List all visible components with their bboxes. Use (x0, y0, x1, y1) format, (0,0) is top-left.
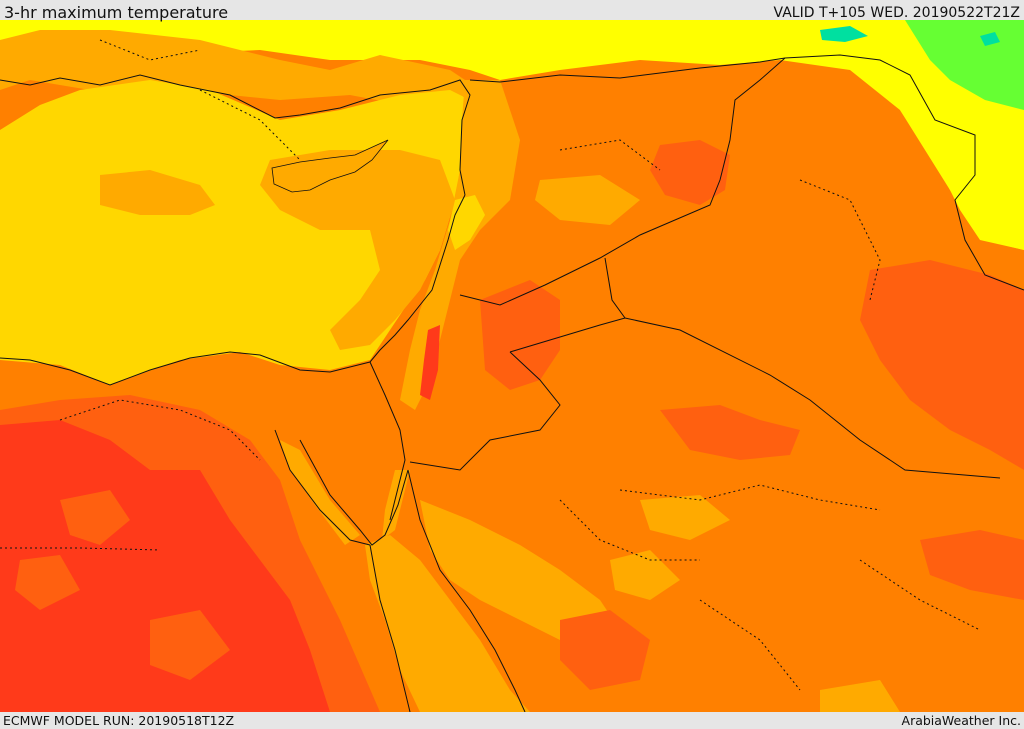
map-title: 3-hr maximum temperature (4, 3, 229, 22)
ne-coolest-spot-1 (820, 26, 868, 42)
header-bar: 3-hr maximum temperature VALID T+105 WED… (0, 0, 1024, 22)
syria-hot-zone (650, 140, 730, 205)
egypt-hotter-patch-1 (60, 490, 130, 545)
syria-iraq-border (459, 57, 786, 306)
red-sea-east-coast (407, 469, 526, 712)
saudi-warm-band (420, 500, 620, 650)
model-run-label: ECMWF MODEL RUN: 20190518T12Z (3, 713, 235, 728)
political-borders (369, 54, 1024, 521)
iraq-hot-zone (860, 260, 1024, 470)
red-sea (365, 535, 530, 712)
east-saudi-hot-patch (920, 530, 1024, 600)
jordan-east-border (409, 351, 561, 471)
anatolia-coast (0, 74, 471, 196)
province-line-2 (799, 179, 881, 301)
province-line-8 (859, 559, 981, 631)
province-line-4 (559, 499, 700, 561)
gulf-of-suez (280, 440, 360, 545)
saudi-warm-patch-3 (820, 680, 900, 712)
province-line-6 (0, 547, 161, 551)
jordan-saudi-border (509, 317, 1001, 479)
province-line-1 (559, 139, 661, 171)
iraq-iran-border (784, 54, 1024, 291)
saudi-hot-patch (560, 610, 650, 690)
ne-yellow-fringe (900, 110, 1024, 250)
central-hot-zone (660, 405, 800, 460)
saudi-warm-patch-1 (640, 495, 730, 540)
coastlines (0, 74, 526, 712)
jordan-hot-zone (480, 280, 560, 390)
red-sea-west-coast (369, 544, 411, 712)
egypt-hotter-patch-3 (150, 610, 230, 680)
turkey-syria-border (469, 57, 786, 83)
ne-coolest-spot-2 (980, 32, 1000, 46)
syria-jordan-border (604, 257, 626, 319)
egypt-hotter-patch-2 (15, 555, 80, 610)
temperature-map-svg (0, 20, 1024, 712)
suez-west-coast (274, 429, 371, 546)
sea-warm-patch-west (100, 170, 215, 215)
saudi-warm-patch-2 (610, 550, 680, 600)
sinai-border (369, 361, 406, 521)
valid-time: VALID T+105 WED. 20190522T21Z (773, 5, 1020, 21)
levant-coastline (369, 194, 466, 363)
dead-sea-rift-hot (420, 325, 440, 400)
lebanon-mountains-cool (448, 195, 485, 250)
cyprus-island (271, 139, 389, 193)
credit-label: ArabiaWeather Inc. (901, 713, 1021, 728)
temperature-map (0, 20, 1024, 712)
sinai-coast (299, 439, 409, 546)
iraq-warm-patch (535, 175, 640, 225)
sea-warm-patch-east (260, 150, 455, 350)
footer-bar: ECMWF MODEL RUN: 20190518T12Z ArabiaWeat… (0, 712, 1024, 729)
egypt-coast (0, 351, 371, 386)
province-lines (0, 39, 981, 691)
egypt-hottest-zone (0, 420, 330, 712)
